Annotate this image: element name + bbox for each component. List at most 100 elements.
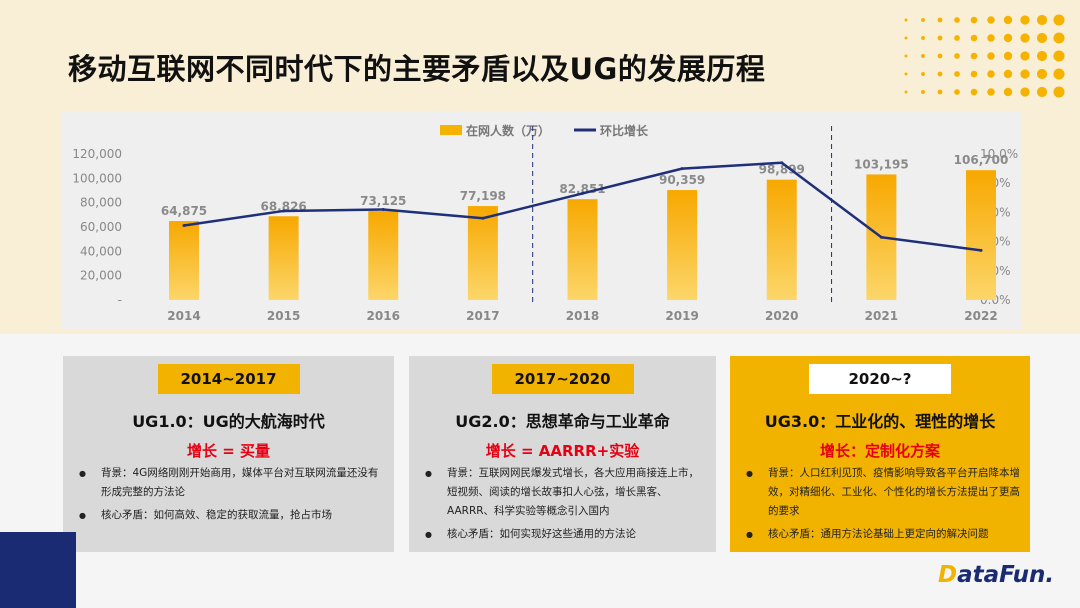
- decorative-dot: [1053, 68, 1065, 80]
- decorative-dot: [987, 16, 995, 24]
- decorative-dot: [904, 72, 908, 76]
- decorative-dot: [921, 54, 925, 58]
- decorative-dot: [904, 54, 908, 58]
- card-bullet: 背景：4G网络刚刚开始商用，媒体平台对互联网流量还没有形成完整的方法论: [79, 464, 384, 502]
- bar-value-label: 73,125: [360, 194, 406, 208]
- decorative-dot: [1036, 86, 1048, 98]
- bar-value-label: 82,851: [559, 182, 605, 196]
- bar: [169, 221, 199, 300]
- bar-value-label: 106,700: [954, 153, 1009, 167]
- y-left-tick-label: 100,000: [72, 171, 122, 185]
- card-formula: 增长：定制化方案: [819, 442, 940, 460]
- decorative-dot: [921, 18, 925, 22]
- x-tick-label: 2018: [566, 309, 599, 323]
- x-tick-label: 2014: [167, 309, 200, 323]
- decorative-dot: [1003, 15, 1013, 25]
- card-bullet: 核心矛盾：如何实现好这些通用的方法论: [425, 525, 706, 544]
- decorative-dot: [1053, 86, 1065, 98]
- card-bullet: 核心矛盾：如何高效、稳定的获取流量，抢占市场: [79, 506, 384, 525]
- decorative-dot: [987, 34, 995, 42]
- decorative-dot: [904, 90, 908, 94]
- bar: [567, 199, 598, 300]
- decorative-dot: [1003, 87, 1013, 97]
- card-badge: 2017~2020: [491, 364, 634, 394]
- decorative-dot: [937, 17, 943, 23]
- legend-swatch-bar: [440, 125, 462, 135]
- decorative-dot: [1053, 50, 1065, 62]
- y-right-tick-label: 10.0%: [980, 147, 1018, 161]
- bar-value-label: 98,899: [759, 163, 805, 177]
- card-bullet: 背景：人口红利见顶、疫情影响导致各平台开启降本增效，对精细化、工业化、个性化的增…: [746, 464, 1020, 521]
- bar: [268, 216, 299, 300]
- decorative-dot: [1020, 87, 1030, 97]
- page-title: 移动互联网不同时代下的主要矛盾以及UG的发展历程: [68, 52, 766, 86]
- y-left-tick-label: 20,000: [80, 269, 122, 283]
- x-tick-label: 2020: [765, 309, 798, 323]
- x-tick-label: 2017: [466, 309, 499, 323]
- decorative-block: [0, 532, 76, 608]
- bar-value-label: 90,359: [659, 173, 705, 187]
- bar: [966, 170, 996, 300]
- bar: [667, 190, 698, 300]
- card-bullets: 背景：4G网络刚刚开始商用，媒体平台对互联网流量还没有形成完整的方法论 核心矛盾…: [79, 460, 384, 525]
- decorative-dot: [1003, 69, 1013, 79]
- decorative-dot: [970, 16, 978, 24]
- decorative-dot: [1053, 14, 1065, 26]
- decorative-dot: [904, 36, 908, 40]
- decorative-dot: [954, 17, 960, 23]
- decorative-dot: [904, 18, 908, 22]
- x-tick-label: 2021: [865, 309, 898, 323]
- card-bullets: 背景：互联网网民爆发式增长，各大应用商接连上市，短视频、阅读的增长故事扣人心弦，…: [425, 460, 706, 544]
- card-bullet: 背景：互联网网民爆发式增长，各大应用商接连上市，短视频、阅读的增长故事扣人心弦，…: [425, 464, 706, 521]
- decorative-dots: [904, 14, 1065, 98]
- growth-point: [780, 161, 784, 165]
- decorative-dot: [970, 34, 978, 42]
- x-tick-label: 2015: [267, 309, 300, 323]
- decorative-dot: [1036, 68, 1048, 80]
- growth-point: [680, 167, 684, 171]
- y-left-tick-label: 120,000: [72, 147, 122, 161]
- decorative-dot: [1020, 51, 1030, 61]
- bar-value-label: 103,195: [854, 157, 909, 171]
- card-ug3: 2020~? UG3.0：工业化的、理性的增长 增长：定制化方案 背景：人口红利…: [730, 356, 1030, 552]
- decorative-dot: [937, 35, 943, 41]
- growth-point: [979, 248, 983, 252]
- card-bullets: 背景：人口红利见顶、疫情影响导致各平台开启降本增效，对精细化、工业化、个性化的增…: [746, 460, 1020, 544]
- bar: [368, 211, 399, 300]
- growth-point: [481, 216, 485, 220]
- decorative-dot: [954, 53, 960, 59]
- card-badge: 2014~2017: [157, 364, 300, 394]
- decorative-dot: [1020, 15, 1030, 25]
- decorative-dot: [1020, 69, 1030, 79]
- card-formula: 增长 = 买量: [186, 442, 270, 460]
- bar-value-label: 77,198: [460, 189, 506, 203]
- card-ug2: 2017~2020 UG2.0：思想革命与工业革命 增长 = AARRR+实验 …: [409, 356, 716, 552]
- decorative-dot: [937, 89, 943, 95]
- decorative-dot: [1036, 14, 1048, 26]
- y-left-tick-label: 80,000: [80, 196, 122, 210]
- growth-point: [282, 209, 286, 213]
- x-tick-label: 2019: [665, 309, 698, 323]
- datafun-logo: DataFun.: [938, 562, 1054, 588]
- growth-point: [381, 207, 385, 211]
- growth-point: [581, 191, 584, 195]
- card-title: UG2.0：思想革命与工业革命: [455, 412, 670, 431]
- decorative-dot: [970, 70, 978, 78]
- bar: [766, 179, 797, 300]
- logo-mark: D: [938, 562, 958, 588]
- card-bullet: 核心矛盾：通用方法论基础上更定向的解决问题: [746, 525, 1020, 544]
- decorative-dot: [1053, 32, 1065, 44]
- decorative-dot: [921, 72, 925, 76]
- decorative-dot: [937, 53, 943, 59]
- decorative-dot: [937, 71, 943, 77]
- decorative-dot: [987, 52, 995, 60]
- x-tick-label: 2016: [367, 309, 400, 323]
- logo-text: ataFun.: [957, 562, 1055, 588]
- growth-point: [182, 224, 186, 228]
- decorative-dot: [1003, 33, 1013, 43]
- decorative-dot: [987, 70, 995, 78]
- chart: 在网人数（万） 环比增长 - 20,000 40,000 60,000 80,000 100,…: [72, 123, 1018, 323]
- y-left-tick-label: 60,000: [80, 220, 122, 234]
- card-formula: 增长 = AARRR+实验: [485, 442, 640, 460]
- decorative-dot: [987, 88, 995, 96]
